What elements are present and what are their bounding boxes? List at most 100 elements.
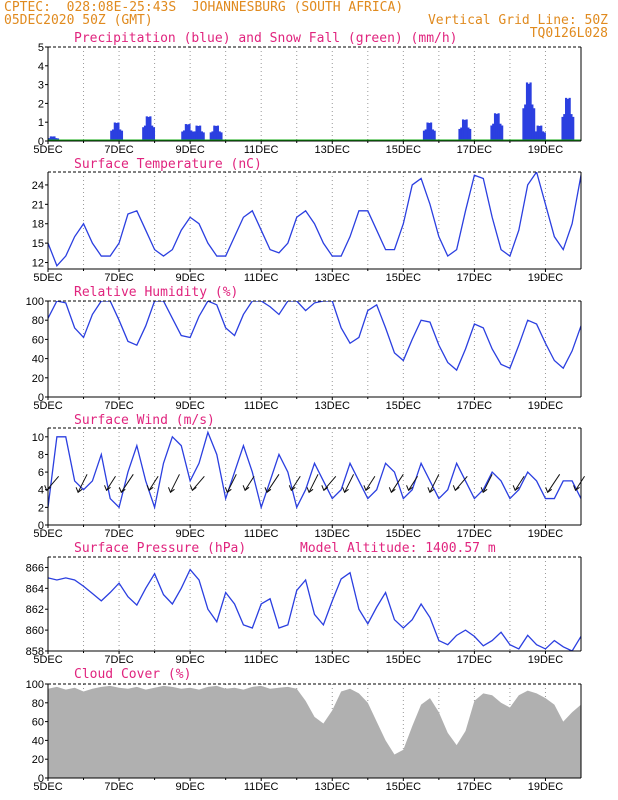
panel-title: Surface Pressure (hPa): [74, 541, 246, 556]
precip-bar: [151, 125, 154, 141]
precip-bar: [426, 122, 429, 141]
x-tick-label: 17DEC: [457, 781, 493, 793]
wind-arrow: [514, 476, 525, 491]
x-tick-label: 19DEC: [528, 144, 564, 156]
panel-title: Relative Humidity (%): [74, 285, 238, 300]
model-altitude: Model Altitude: 1400.57 m: [300, 541, 496, 556]
y-tick-label: 3: [38, 80, 44, 92]
precip-bar: [499, 123, 502, 141]
y-tick-label: 20: [32, 373, 44, 385]
y-tick-label: 60: [32, 717, 44, 729]
precip-bar: [216, 125, 219, 141]
precip-bar: [195, 125, 198, 141]
x-tick-label: 7DEC: [104, 400, 133, 412]
x-tick-label: 13DEC: [315, 781, 351, 793]
precip-bar: [197, 125, 200, 141]
x-tick-label: 13DEC: [315, 272, 351, 284]
precip-bar: [215, 125, 218, 141]
panel-1: Precipitation (blue) and Snow Fall (gree…: [33, 31, 582, 156]
x-tick-label: 17DEC: [457, 654, 493, 666]
x-tick-label: 9DEC: [175, 654, 204, 666]
x-tick-label: 9DEC: [175, 400, 204, 412]
precip-bar: [522, 108, 525, 141]
wind-arrow: [77, 474, 88, 493]
panel-3: Relative Humidity (%) 0 20 40 60 80 100 5DEC 7DE…: [26, 285, 582, 412]
y-tick-label: 866: [26, 562, 44, 574]
precip-bar: [543, 132, 546, 141]
wind-arrowhead: [427, 487, 435, 494]
precip-bar: [501, 125, 504, 141]
precip-bar: [531, 104, 534, 141]
wind-arrow: [308, 474, 319, 493]
precip-bar: [563, 114, 566, 141]
x-tick-label: 9DEC: [175, 781, 204, 793]
y-tick-label: 8: [38, 449, 44, 461]
wind-arrowhead: [512, 485, 520, 492]
precip-bar: [495, 113, 498, 141]
x-tick-label: 17DEC: [457, 400, 493, 412]
x-tick-label: 7DEC: [104, 144, 133, 156]
wind-arrow: [547, 474, 561, 493]
wind-arrowhead: [573, 485, 580, 492]
precip-bar: [145, 116, 148, 141]
precip-bar: [527, 83, 530, 141]
x-tick-label: 5DEC: [33, 400, 62, 412]
y-tick-label: 18: [32, 219, 44, 231]
precip-bar: [490, 125, 493, 141]
x-tick-label: 11DEC: [244, 272, 279, 284]
precip-bar: [469, 128, 472, 141]
wind-arrowhead: [224, 487, 232, 494]
precip-bar: [200, 131, 203, 141]
precip-bar: [428, 122, 431, 141]
precip-bar: [524, 104, 527, 141]
precip-bar: [433, 130, 436, 141]
y-tick-label: 21: [32, 199, 44, 211]
wind-arrow: [482, 474, 493, 493]
wind-arrow: [226, 474, 237, 493]
y-tick-label: 80: [32, 315, 44, 327]
y-tick-label: 1: [38, 117, 44, 129]
wind-arrow: [191, 475, 205, 491]
wind-arrowhead: [306, 487, 314, 494]
precip-bar: [183, 130, 186, 141]
x-tick-label: 19DEC: [528, 781, 564, 793]
y-tick-label: 862: [26, 604, 44, 616]
wind-arrow: [244, 476, 255, 491]
x-tick-label: 13DEC: [315, 144, 351, 156]
precip-bar: [147, 116, 150, 141]
precip-bar: [458, 128, 461, 141]
precip-bar: [190, 130, 193, 141]
wind-arrow: [106, 476, 116, 491]
precip-bar: [218, 131, 221, 141]
wind-arrowhead: [363, 485, 371, 492]
y-tick-label: 12: [32, 258, 44, 270]
precip-bar: [467, 127, 470, 141]
header-model-id: TQ0126L028: [529, 26, 608, 41]
y-tick-label: 2: [38, 98, 44, 110]
precip-bar: [525, 82, 529, 141]
x-tick-label: 17DEC: [457, 272, 493, 284]
x-tick-label: 5DEC: [33, 272, 62, 284]
x-tick-label: 11DEC: [244, 400, 279, 412]
x-tick-label: 7DEC: [104, 272, 133, 284]
wind-arrowhead: [452, 485, 460, 492]
precip-bar: [561, 116, 564, 141]
wind-arrowhead: [264, 487, 272, 494]
wind-arrowhead: [342, 487, 349, 494]
y-tick-label: 24: [32, 180, 44, 192]
precip-bar: [533, 108, 536, 141]
precip-bar: [152, 127, 156, 141]
precip-bar: [533, 132, 536, 141]
x-tick-label: 17DEC: [457, 144, 493, 156]
precip-bar: [181, 131, 184, 141]
panel-title: Surface Temperature (nC): [74, 157, 262, 172]
precip-bar: [424, 129, 427, 141]
precip-bar: [465, 119, 468, 141]
wind-arrowhead: [118, 487, 126, 494]
wind-arrow: [120, 474, 134, 493]
y-tick-label: 0: [38, 520, 44, 532]
panel-6: Cloud Cover (%) 0 20 40 60 80 100 5DEC 7DEC 9DEC 1…: [26, 667, 582, 793]
precip-bar: [110, 130, 113, 141]
x-tick-label: 13DEC: [315, 400, 351, 412]
